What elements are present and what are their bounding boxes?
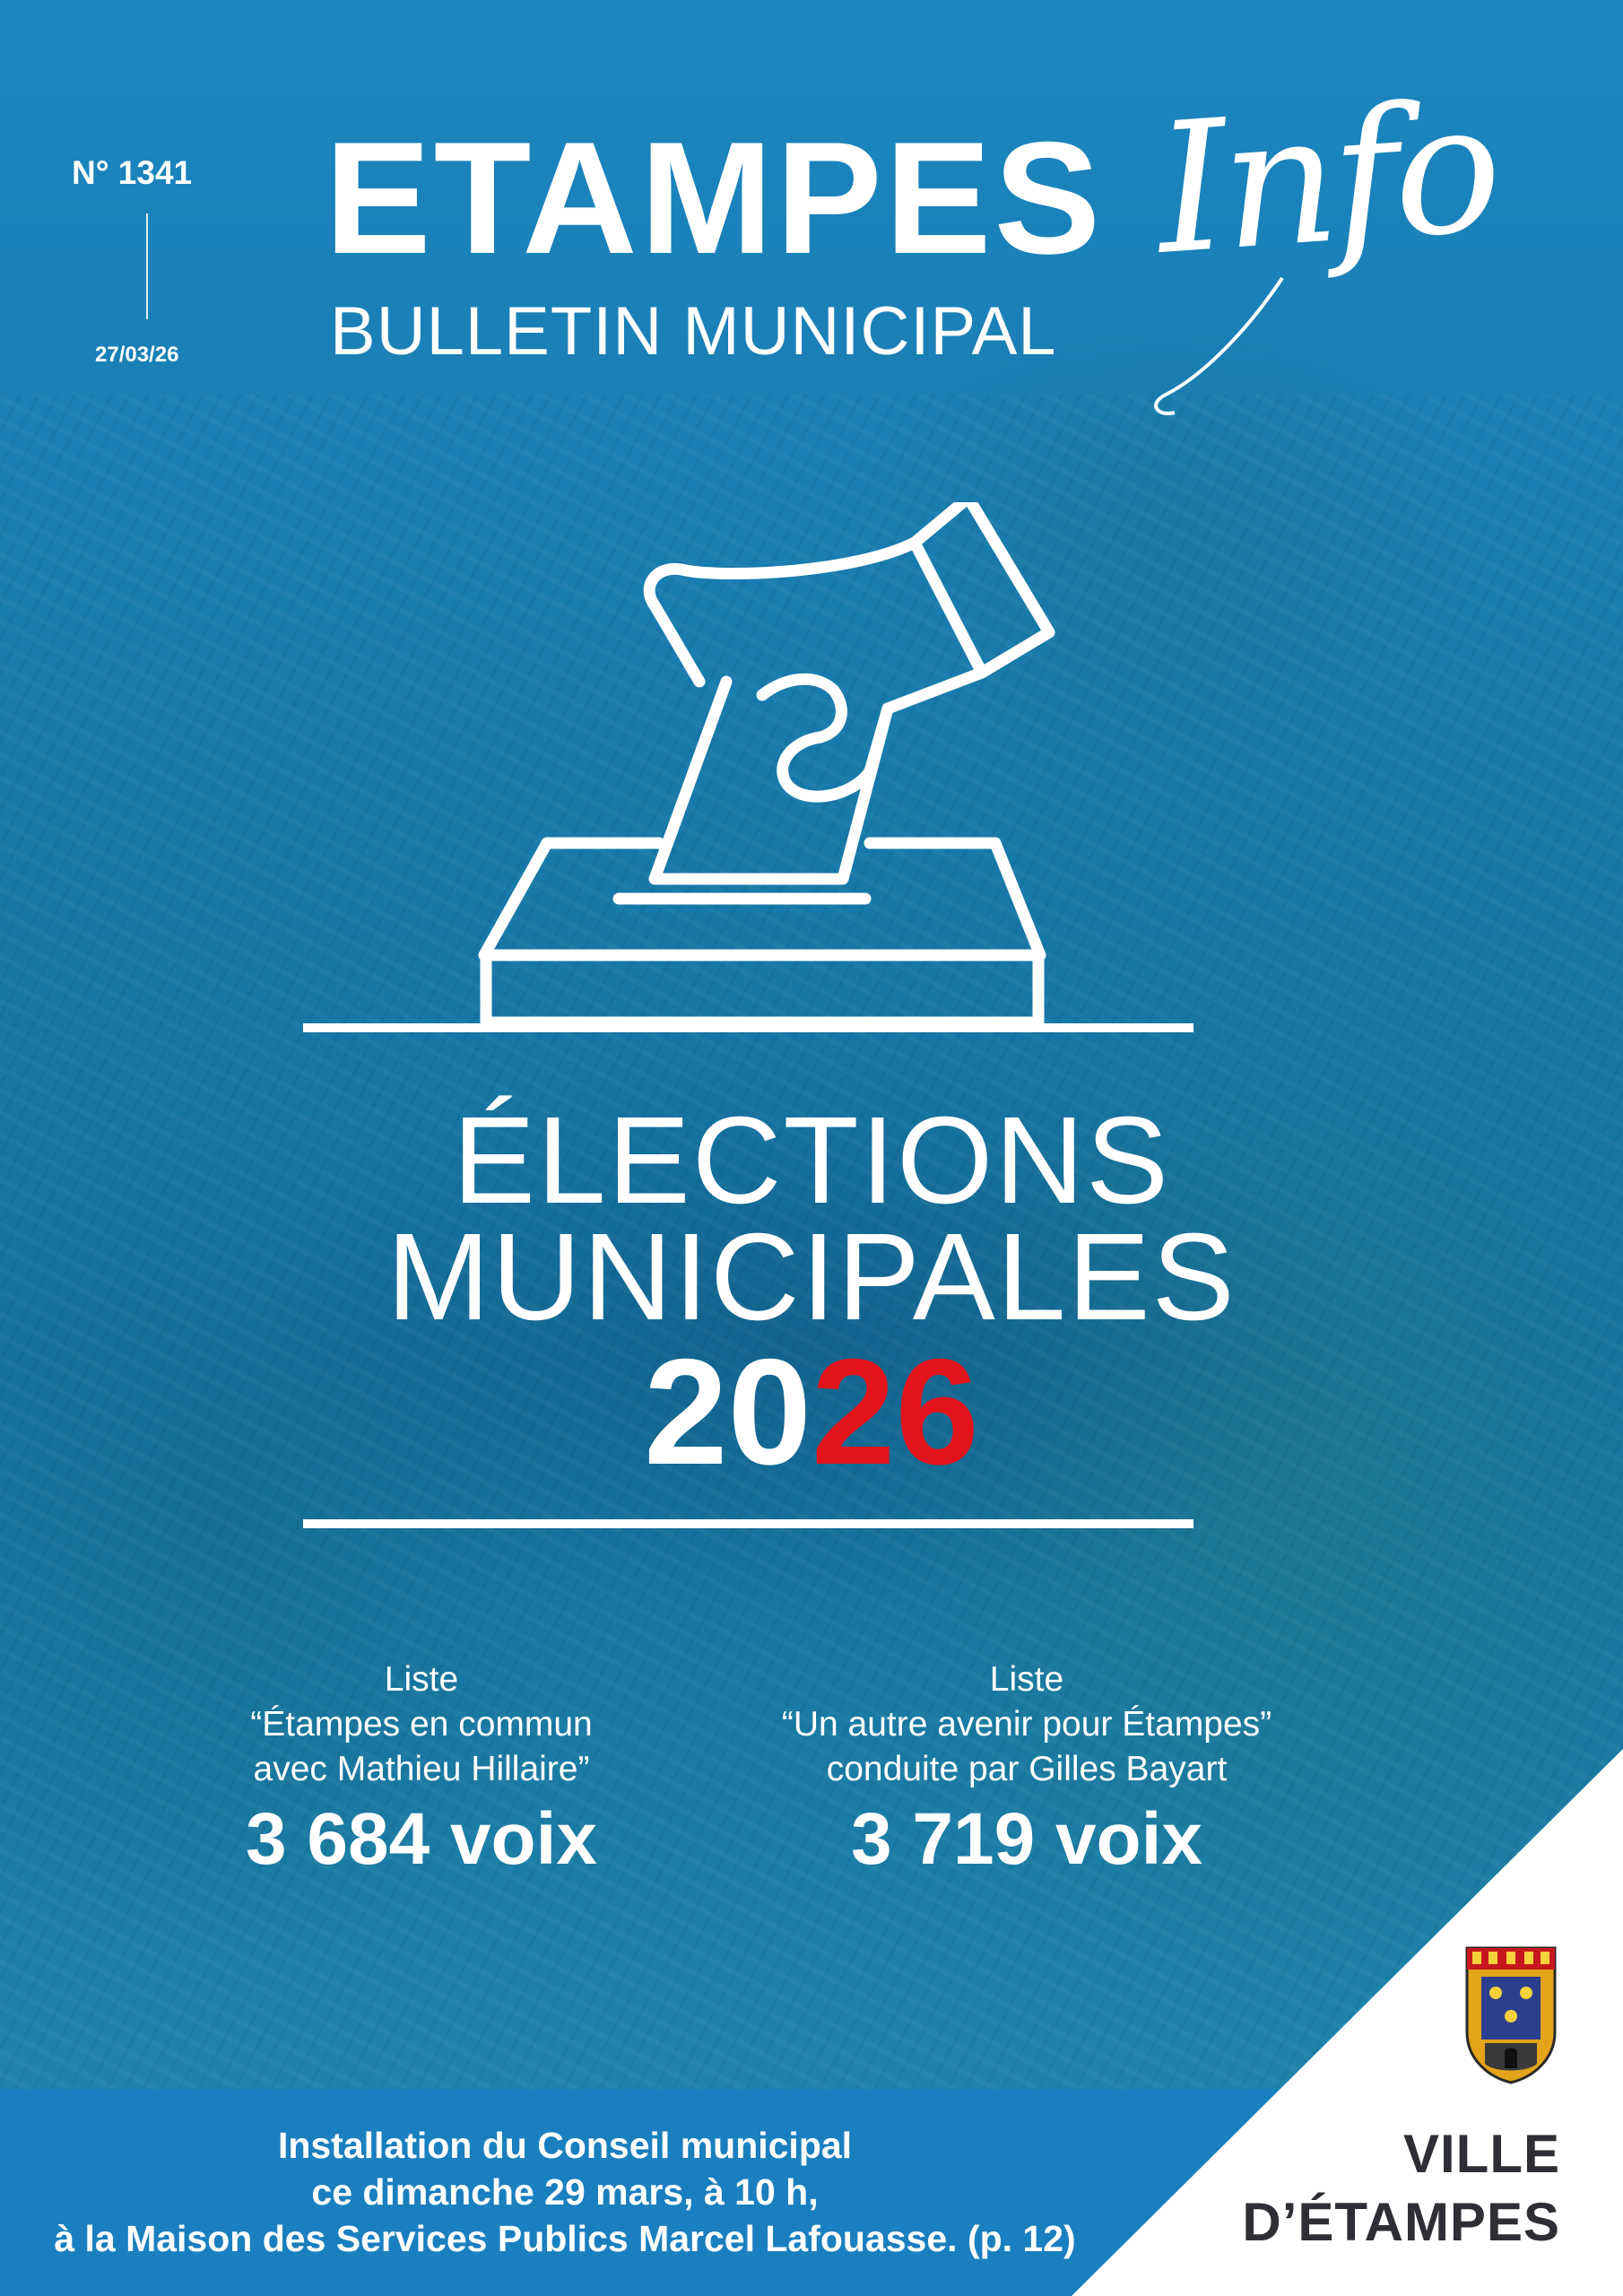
title-rule-top bbox=[303, 1023, 1193, 1032]
masthead-title: ETAMPES bbox=[325, 109, 1104, 287]
result-votes: 3 719 voix bbox=[850, 1798, 1203, 1880]
result-label-line1: Liste bbox=[989, 1660, 1064, 1699]
announcement-line2: ce dimanche 29 mars, à 10 h, bbox=[311, 2171, 819, 2213]
issue-divider bbox=[146, 213, 148, 319]
result-label-line1: Liste bbox=[384, 1660, 459, 1699]
issue-date: 27/03/26 bbox=[95, 343, 179, 367]
title-rule-bottom bbox=[303, 1519, 1193, 1528]
announcement-line1: Installation du Conseil municipal bbox=[277, 2125, 853, 2166]
result-votes: 3 684 voix bbox=[245, 1798, 598, 1880]
election-title-line2: MUNICIPALES bbox=[386, 1208, 1237, 1346]
result-label-line3: conduite par Gilles Bayart bbox=[826, 1750, 1228, 1788]
city-coat-of-arms-icon bbox=[1465, 1946, 1557, 2084]
result-list-1: Liste “Étampes en commun avec Mathieu Hi… bbox=[81, 1657, 762, 1876]
city-name-line1: VILLE bbox=[1402, 2124, 1560, 2184]
year-part2: 26 bbox=[812, 1327, 979, 1496]
issue-number: N° 1341 bbox=[72, 154, 193, 191]
result-label-line3: avec Mathieu Hillaire” bbox=[253, 1750, 590, 1788]
result-label-line2: “Un autre avenir pour Étampes” bbox=[781, 1705, 1272, 1744]
year-part1: 20 bbox=[644, 1327, 812, 1496]
city-name: VILLE D’ÉTAMPES bbox=[1175, 2120, 1560, 2257]
ballot-box-hand-icon bbox=[478, 502, 1055, 1029]
script-swash-icon bbox=[1154, 276, 1284, 415]
result-label-line2: “Étampes en commun bbox=[250, 1705, 593, 1744]
election-title-line1: ÉLECTIONS bbox=[452, 1091, 1171, 1230]
city-name-line2: D’ÉTAMPES bbox=[1242, 2192, 1560, 2252]
announcement-line3: à la Maison des Services Publics Marcel … bbox=[54, 2218, 1076, 2259]
masthead-subtitle: BULLETIN MUNICIPAL bbox=[330, 293, 1057, 370]
announcement-text: Installation du Conseil municipal ce dim… bbox=[0, 2122, 1130, 2262]
result-list-2: Liste “Un autre avenir pour Étampes” con… bbox=[686, 1657, 1367, 1876]
election-year: 2026 bbox=[0, 1336, 1623, 1487]
